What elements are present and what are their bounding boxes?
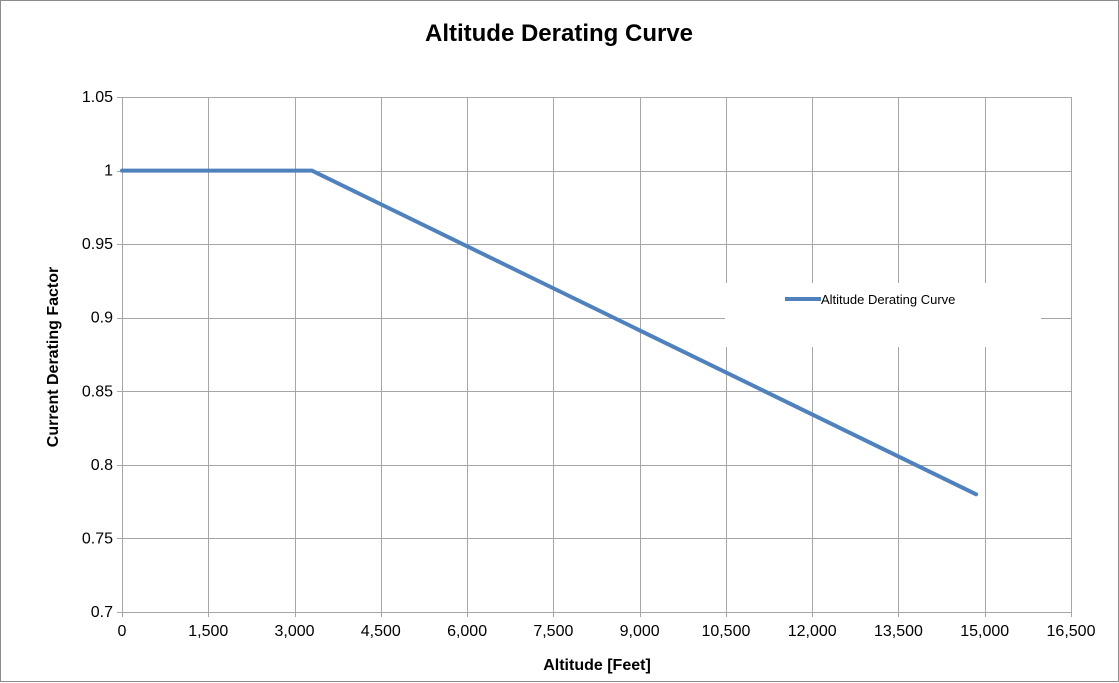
x-tick-label: 13,500 xyxy=(874,623,923,640)
series-layer xyxy=(120,168,979,497)
x-tick-label: 3,000 xyxy=(275,623,315,640)
legend-background xyxy=(725,283,1041,347)
x-tick-label: 0 xyxy=(118,623,127,640)
x-tick-label: 4,500 xyxy=(361,623,401,640)
x-axis-label: Altitude [Feet] xyxy=(543,657,651,674)
x-axis-ticks: 0 1,500 3,000 4,500 6,000 7,500 9,000 10,500 12,… xyxy=(118,612,1096,640)
y-tick-label: 0.7 xyxy=(91,604,113,621)
y-tick-label: 0.9 xyxy=(91,310,113,327)
y-tick-label: 1.05 xyxy=(82,89,113,106)
x-tick-label: 9,000 xyxy=(620,623,660,640)
x-tick-label: 15,000 xyxy=(960,623,1009,640)
y-axis-ticks: 0.7 0.75 0.8 0.85 0.9 0.95 1 1.05 xyxy=(82,89,122,621)
y-tick-label: 0.95 xyxy=(82,236,113,253)
y-axis-label: Current Derating Factor xyxy=(45,267,62,447)
y-tick-label: 1 xyxy=(104,163,113,180)
legend-label: Altitude Derating Curve xyxy=(821,292,955,307)
x-tick-label: 10,500 xyxy=(701,623,750,640)
legend: Altitude Derating Curve xyxy=(725,283,1041,347)
series-line xyxy=(120,168,979,497)
x-tick-label: 12,000 xyxy=(788,623,837,640)
chart-title: Altitude Derating Curve xyxy=(425,20,693,47)
y-tick-label: 0.8 xyxy=(91,457,113,474)
x-tick-label: 7,500 xyxy=(533,623,573,640)
x-tick-label: 6,000 xyxy=(447,623,487,640)
y-tick-label: 0.75 xyxy=(82,530,113,547)
x-tick-label: 1,500 xyxy=(188,623,228,640)
y-tick-label: 0.85 xyxy=(82,383,113,400)
grid-lines xyxy=(122,97,1072,613)
x-tick-label: 16,500 xyxy=(1047,623,1096,640)
